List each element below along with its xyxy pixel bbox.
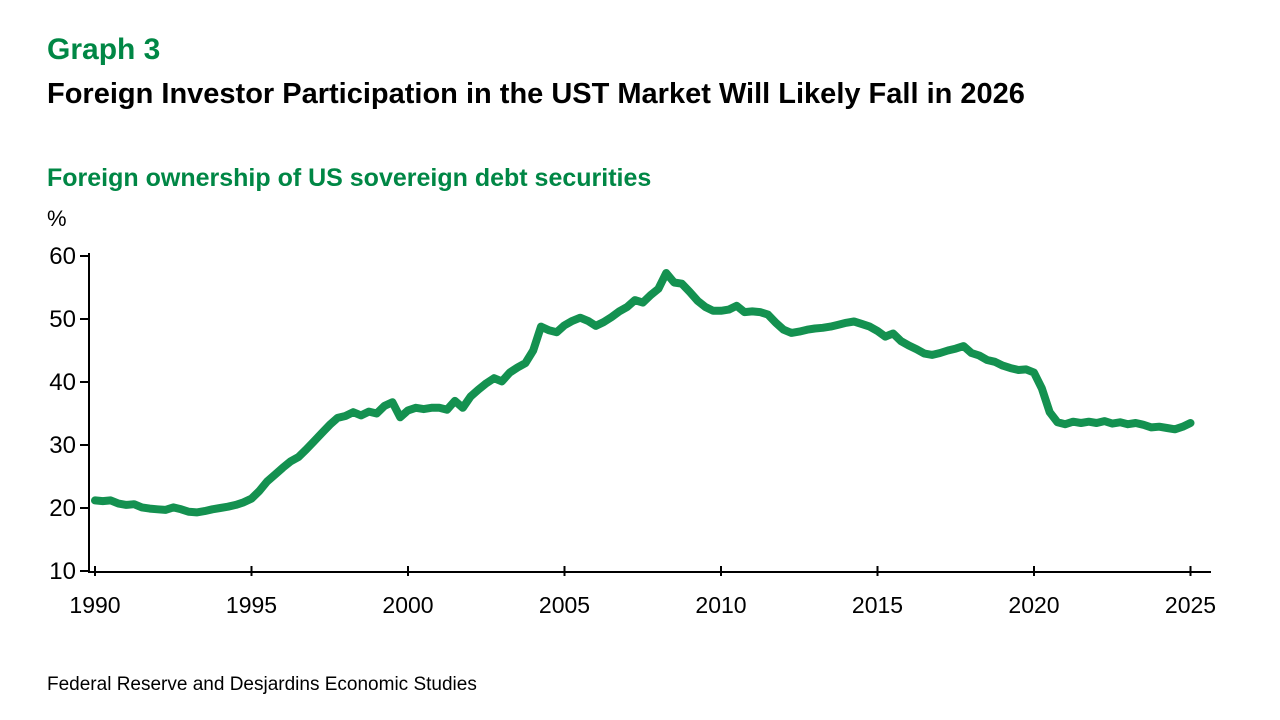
x-tick-label: 2005 xyxy=(539,592,590,618)
y-tick-label: 20 xyxy=(49,495,76,522)
y-tick-label: 10 xyxy=(49,558,76,585)
graph-number-label: Graph 3 xyxy=(47,33,161,66)
y-tick-label: 60 xyxy=(49,243,76,270)
x-tick-label: 1990 xyxy=(69,592,120,618)
y-tick-label: 50 xyxy=(49,306,76,333)
y-axis-unit-label: % xyxy=(47,206,67,231)
x-tick-label: 1995 xyxy=(226,592,277,618)
x-tick-label: 2025 xyxy=(1165,592,1216,618)
x-tick-label: 2020 xyxy=(1008,592,1059,618)
x-tick-label: 2010 xyxy=(695,592,746,618)
y-tick-label: 40 xyxy=(49,369,76,396)
chart-subtitle: Foreign ownership of US sovereign debt s… xyxy=(47,164,652,192)
y-tick-label: 30 xyxy=(49,432,76,459)
page-title: Foreign Investor Participation in the US… xyxy=(47,78,1025,110)
x-tick-label: 2015 xyxy=(852,592,903,618)
source-note: Federal Reserve and Desjardins Economic … xyxy=(47,674,477,695)
chart-line xyxy=(91,269,1195,517)
x-tick-label: 2000 xyxy=(382,592,433,618)
